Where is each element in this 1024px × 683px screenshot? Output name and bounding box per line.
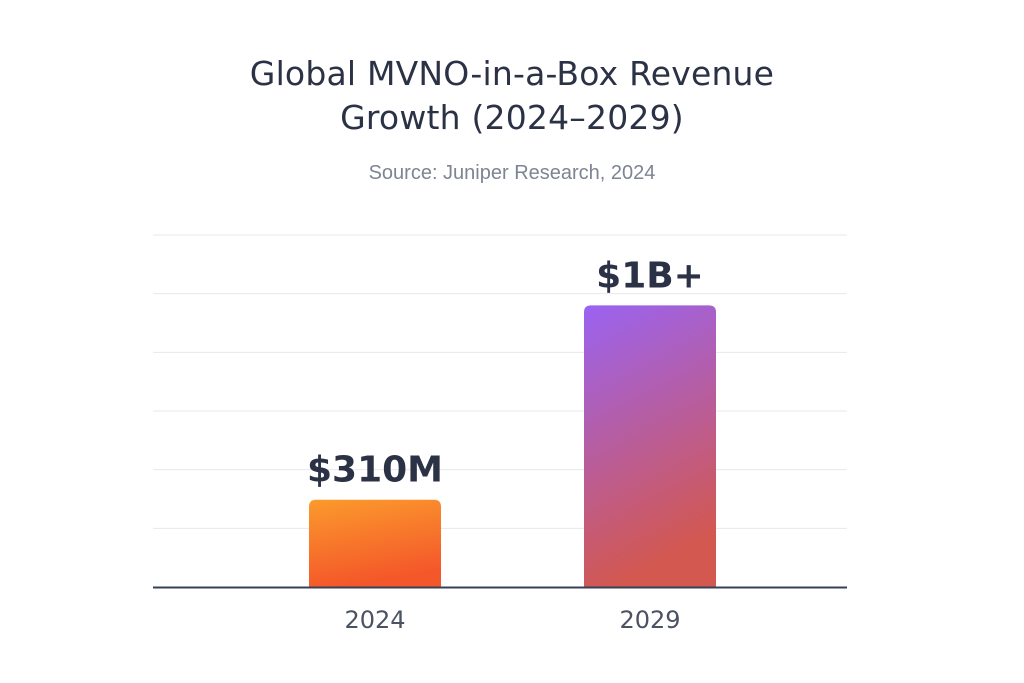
chart-title: Global MVNO-in-a-Box Revenue Growth (202… <box>0 52 1024 140</box>
chart-subtitle: Source: Juniper Research, 2024 <box>368 162 656 184</box>
bars <box>309 305 716 587</box>
labels: $310M 2024 $1B+ 2029 <box>307 255 704 634</box>
bar-2024 <box>309 499 441 587</box>
data-label-2024: $310M <box>307 450 443 491</box>
bar-2029 <box>584 305 716 587</box>
gridlines <box>153 234 847 529</box>
chart-title-line-1: Global MVNO-in-a-Box Revenue <box>249 54 775 93</box>
data-label-2029: $1B+ <box>596 255 704 296</box>
x-tick-label-2024: 2024 <box>344 606 405 634</box>
x-tick-label-2029: 2029 <box>619 606 680 634</box>
chart-title-line-2: Growth (2024–2029) <box>340 98 684 137</box>
